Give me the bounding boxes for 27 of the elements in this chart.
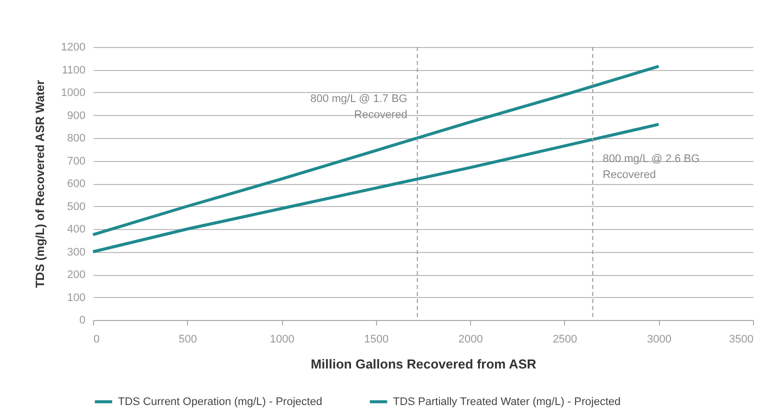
x-tick-label: 1000 bbox=[270, 334, 294, 346]
line-series bbox=[92, 64, 660, 236]
y-tick-label: 400 bbox=[67, 224, 86, 236]
x-tick-label: 3000 bbox=[646, 334, 672, 346]
x-axis-title: Million Gallons Recovered from ASR bbox=[310, 356, 537, 372]
y-tick-label: 100 bbox=[67, 292, 86, 304]
y-tick-label: 0 bbox=[79, 314, 86, 326]
y-tick-label: 1100 bbox=[62, 64, 86, 76]
line-series bbox=[92, 122, 660, 254]
y-tick-label: 1000 bbox=[61, 87, 86, 99]
y-tick-label: 700 bbox=[67, 155, 86, 168]
x-tick-label: 3500 bbox=[729, 334, 754, 346]
x-tick-label: 0 bbox=[94, 334, 100, 346]
x-tick-label: 500 bbox=[178, 334, 197, 346]
legend-label: TDS Current Operation (mg/L) - Projected bbox=[118, 396, 322, 408]
x-tick-label: 2000 bbox=[458, 334, 483, 346]
y-tick-label: 900 bbox=[67, 110, 86, 122]
y-tick-label: 200 bbox=[67, 269, 86, 281]
legend-label: TDS Partially Treated Water (mg/L) - Projected bbox=[393, 396, 621, 408]
y-tick-label: 600 bbox=[67, 178, 86, 190]
y-tick-label: 800 bbox=[67, 132, 86, 144]
y-tick-label: 500 bbox=[67, 200, 86, 213]
y-tick-label: 300 bbox=[67, 246, 86, 258]
x-tick-label: 2500 bbox=[552, 334, 578, 346]
x-tick-label: 1500 bbox=[364, 334, 389, 346]
y-axis-title: TDS (mg/L) of Recovered ASR Water bbox=[33, 80, 48, 288]
y-tick-label: 1200 bbox=[61, 42, 86, 54]
